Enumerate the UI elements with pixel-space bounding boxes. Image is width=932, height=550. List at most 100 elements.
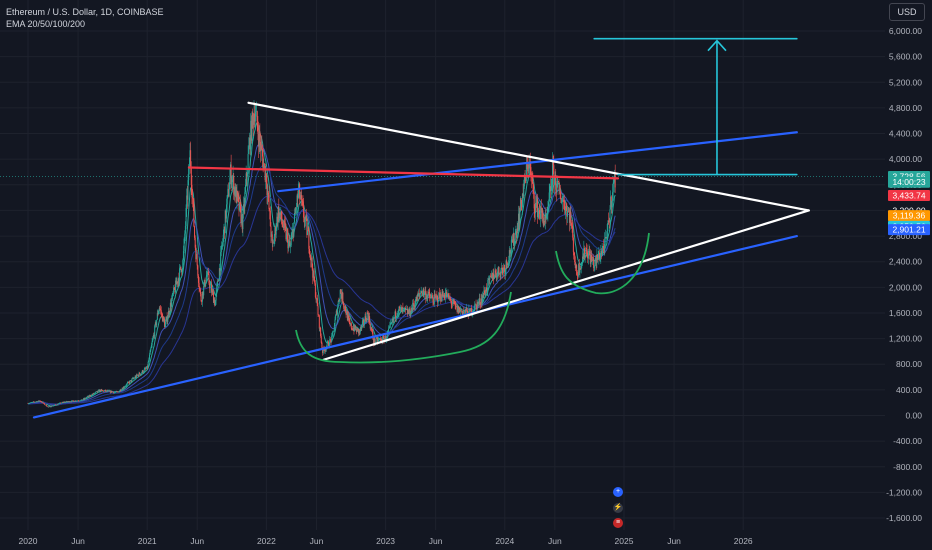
candle-body — [84, 397, 86, 399]
y-tick-label: -1,200.00 — [886, 487, 922, 497]
candle-body — [587, 256, 589, 259]
x-tick-label: 2022 — [257, 536, 276, 546]
currency-button[interactable]: USD — [889, 3, 925, 21]
candle-body — [146, 366, 148, 369]
candle-body — [128, 382, 130, 384]
candle-body — [324, 349, 326, 352]
candle-body — [478, 298, 480, 302]
candle-body — [536, 199, 538, 204]
candle-body — [37, 401, 39, 402]
lightning-icon[interactable]: ⚡ — [613, 503, 623, 513]
candle-body — [58, 403, 60, 405]
candle-body — [440, 293, 442, 300]
candle-body — [435, 295, 437, 298]
candle-body — [30, 402, 32, 403]
candle-body — [324, 349, 326, 352]
candle-body — [505, 260, 507, 270]
candle-body — [493, 273, 495, 279]
triangle-lower-line — [322, 209, 810, 361]
candle-body — [197, 275, 199, 283]
candle-body — [346, 311, 348, 315]
candle-body — [112, 391, 114, 393]
candle-body — [96, 391, 98, 392]
candle-body — [143, 371, 145, 373]
candle-body — [233, 175, 235, 195]
candle-body — [384, 336, 386, 340]
candle-body — [371, 327, 373, 331]
candle-body — [367, 312, 369, 314]
candle-body — [175, 280, 177, 293]
candle-body — [457, 306, 459, 312]
candle-body — [27, 403, 29, 404]
candle-body — [542, 217, 544, 226]
price-label: 3,433.74 — [892, 190, 925, 200]
candle-body — [136, 374, 138, 376]
candle-body — [169, 302, 171, 312]
candle-body — [433, 301, 435, 305]
price-label: 2,901.21 — [892, 225, 925, 235]
candle-body — [606, 237, 608, 239]
candle-body — [176, 281, 178, 285]
plus-circle-icon[interactable]: + — [613, 487, 623, 497]
candle-body — [158, 308, 160, 311]
candle-body — [280, 211, 282, 216]
candle-body — [253, 113, 255, 125]
upper-channel-line — [277, 131, 798, 193]
candle-body — [38, 400, 40, 402]
candle-body — [212, 292, 214, 303]
candle-body — [45, 404, 47, 407]
candle-body — [567, 210, 569, 212]
candle-body — [215, 292, 217, 301]
candle-body — [282, 226, 284, 228]
candle-body — [499, 273, 501, 278]
candle-body — [256, 111, 258, 126]
candle-body — [335, 314, 337, 320]
candle-body — [485, 287, 487, 295]
candle-body — [31, 402, 33, 403]
candle-body — [421, 291, 423, 295]
candle-body — [64, 401, 66, 403]
candle-body — [586, 249, 588, 257]
candle-body — [204, 279, 206, 287]
candle-body — [90, 395, 92, 396]
symbol-title[interactable]: Ethereum / U.S. Dollar, 1D, COINBASE — [6, 7, 164, 17]
candle-body — [344, 306, 346, 308]
flag-icon[interactable]: ≡ — [613, 518, 623, 528]
candle-body — [191, 184, 193, 198]
candle-body — [347, 315, 349, 321]
candles — [27, 100, 616, 408]
candle-body — [132, 378, 134, 380]
candle-body — [289, 241, 291, 247]
candle-body — [350, 323, 352, 325]
candle-body — [165, 316, 167, 321]
ema-line-2 — [28, 165, 616, 405]
price-axis[interactable]: 6,000.00 5,600.00 5,200.00 4,800.00 4,400.00… — [886, 26, 922, 523]
candle-body — [124, 386, 126, 387]
time-axis[interactable]: 2020 Jun 2021 Jun 2022 Jun 2023 Jun 2024 Jun 2025 J… — [19, 536, 753, 546]
candle-body — [138, 372, 140, 377]
candle-body — [494, 270, 496, 277]
candle-body — [572, 227, 574, 238]
candle-body — [139, 374, 141, 375]
candle-body — [527, 164, 529, 172]
candle-body — [410, 314, 412, 316]
candle-body — [236, 191, 238, 204]
candle-body — [389, 324, 391, 327]
candle-body — [266, 184, 268, 196]
y-tick-label: 400.00 — [896, 385, 922, 395]
candle-body — [399, 308, 401, 309]
candle-body — [116, 391, 118, 393]
candle-body — [201, 301, 203, 302]
candle-body — [484, 293, 486, 295]
candle-body — [561, 199, 563, 203]
indicator-label[interactable]: EMA 20/50/100/200 — [6, 19, 86, 29]
candle-body — [228, 188, 230, 197]
green-curve-left — [295, 291, 512, 364]
candle-body — [555, 174, 557, 190]
candle-body — [588, 251, 590, 254]
candle-body — [401, 307, 403, 312]
candle-body — [221, 245, 223, 247]
candle-body — [361, 321, 363, 325]
ema-line-3 — [28, 195, 616, 405]
